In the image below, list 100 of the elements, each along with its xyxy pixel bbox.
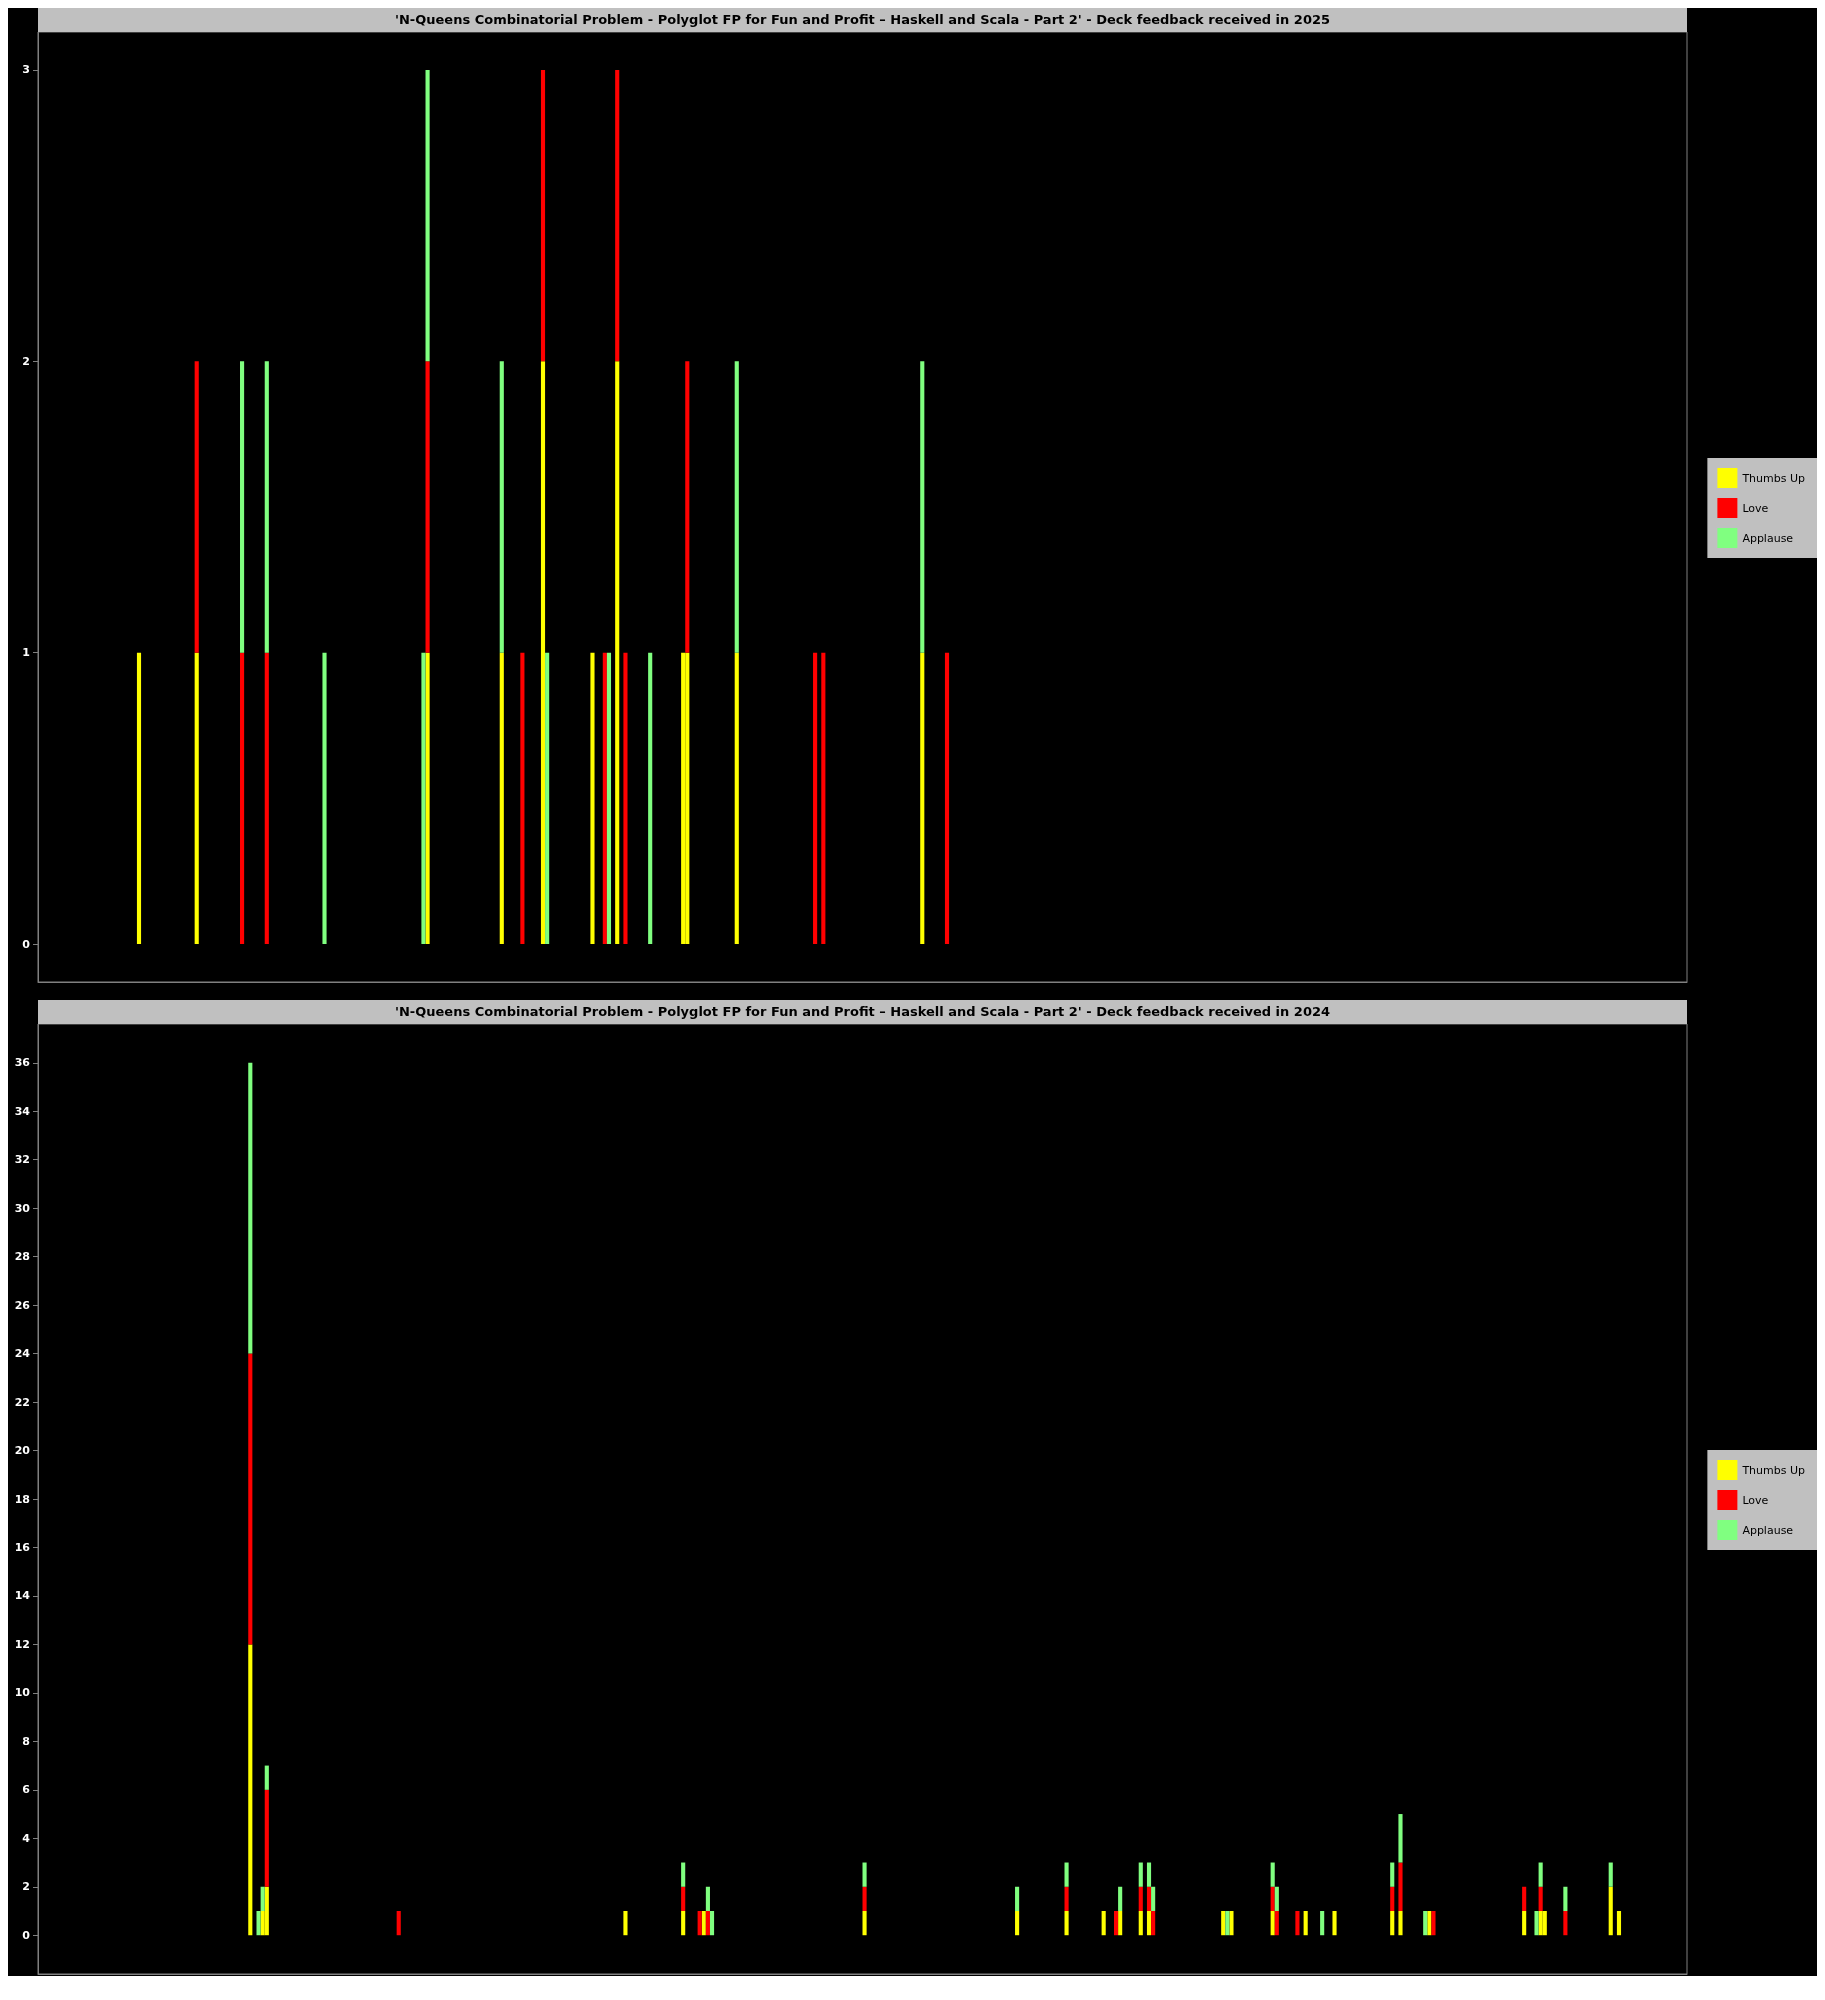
bar (602, 652, 607, 945)
bar (1398, 1910, 1403, 1936)
y-tick-label: 2 (22, 354, 30, 368)
bar (1146, 1862, 1152, 1887)
bar (1138, 1862, 1143, 1887)
bar (425, 652, 430, 945)
bar (396, 1910, 401, 1936)
bar (648, 652, 653, 945)
bar (615, 69, 620, 362)
bar (681, 652, 686, 945)
y-tick-label: 32 (14, 1153, 30, 1167)
y-tick-label: 24 (14, 1347, 31, 1361)
y-tick-label: 2 (22, 1880, 30, 1894)
bar (623, 1910, 628, 1936)
bar (1427, 1910, 1432, 1936)
bar (1101, 1910, 1106, 1936)
bar (194, 652, 199, 945)
bar (1423, 1910, 1428, 1936)
y-tick-label: 30 (14, 1201, 31, 1215)
bar (1151, 1910, 1156, 1936)
bar (1563, 1886, 1568, 1911)
bar (425, 69, 430, 362)
y-tick-label: 1 (22, 646, 30, 660)
bar (1563, 1910, 1568, 1936)
bar (1138, 1910, 1143, 1936)
bar (240, 652, 245, 945)
bar (499, 652, 504, 945)
bar (1398, 1862, 1403, 1911)
bar (734, 361, 739, 653)
bar (1064, 1886, 1069, 1911)
bar (1064, 1910, 1069, 1936)
y-tick-label: 3 (22, 63, 30, 77)
bar (1542, 1910, 1547, 1936)
bar (681, 1862, 686, 1887)
bar (1390, 1862, 1395, 1887)
y-tick-label: 36 (14, 1056, 31, 1070)
y-tick-label: 0 (22, 937, 31, 951)
bar (264, 1789, 269, 1887)
bar (1616, 1910, 1622, 1936)
bar (260, 1886, 265, 1911)
y-tick-label: 8 (22, 1734, 30, 1748)
bar (248, 1062, 253, 1354)
y-tick-label: 20 (14, 1444, 31, 1458)
bar (1522, 1910, 1527, 1936)
bar (697, 1910, 702, 1936)
bar (1270, 1910, 1275, 1936)
bar (1118, 1910, 1123, 1936)
bar (821, 652, 826, 945)
legend-label: Love (1742, 501, 1769, 515)
bar (1320, 1910, 1325, 1936)
bar (421, 652, 426, 945)
bar (1332, 1910, 1337, 1936)
bar (520, 652, 525, 945)
bar (1390, 1910, 1395, 1936)
bar (705, 1886, 710, 1911)
bar (1146, 1910, 1152, 1936)
bar (264, 652, 269, 945)
legend-label: Thumbs Up (1741, 1463, 1806, 1477)
y-tick-label: 18 (14, 1492, 30, 1506)
bar (425, 361, 430, 653)
bar (1608, 1862, 1613, 1887)
bar (322, 652, 327, 945)
bar (1151, 1886, 1156, 1911)
bar (1138, 1886, 1143, 1911)
bar (540, 69, 546, 362)
bar (734, 652, 739, 945)
bar (1431, 1910, 1436, 1936)
bar (256, 1910, 261, 1936)
bar (540, 361, 546, 945)
bar (862, 1910, 867, 1936)
y-tick-label: 22 (14, 1395, 30, 1409)
bar (813, 652, 818, 945)
bar (1270, 1862, 1275, 1887)
bar (681, 1886, 686, 1911)
bar (862, 1886, 867, 1911)
bar (1221, 1910, 1226, 1936)
bar (709, 1910, 715, 1936)
bar (1064, 1862, 1069, 1887)
bar (590, 652, 595, 945)
bar (623, 652, 628, 945)
bar (248, 1353, 253, 1645)
bar (701, 1910, 706, 1936)
bar (240, 361, 245, 653)
bar (1015, 1886, 1020, 1911)
y-tick-label: 10 (14, 1686, 31, 1700)
bar (615, 361, 620, 945)
bar (685, 652, 690, 945)
bar (499, 361, 504, 653)
legend-label: Applause (1742, 1523, 1794, 1537)
bar (1113, 1910, 1119, 1936)
bar (1608, 1886, 1613, 1936)
legend-label: Love (1742, 1493, 1769, 1507)
bar (264, 361, 269, 653)
bar (1303, 1910, 1308, 1936)
bar (264, 1886, 269, 1936)
bar (606, 652, 612, 945)
bar (545, 652, 550, 945)
bar (920, 652, 925, 945)
bar (1538, 1862, 1543, 1887)
bar (681, 1910, 686, 1936)
